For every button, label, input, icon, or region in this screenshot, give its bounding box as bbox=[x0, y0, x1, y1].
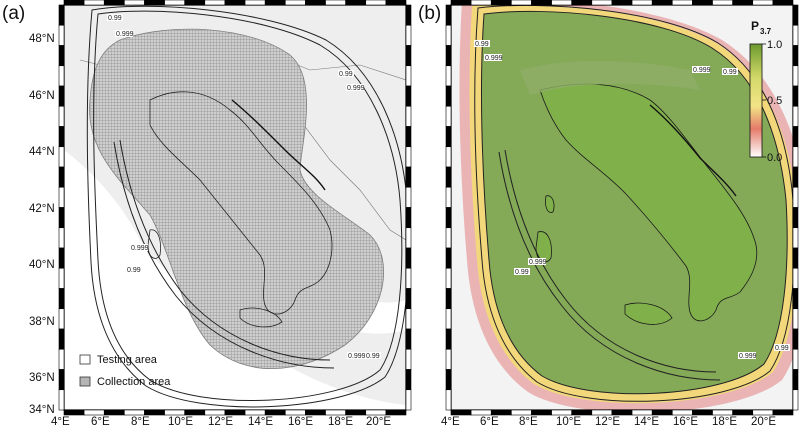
contour-label: 0.999 bbox=[739, 353, 757, 360]
lat-ticks-a: 48°N 46°N 44°N 42°N 40°N 38°N 36°N 34°N bbox=[29, 33, 55, 416]
lat-tick: 34°N bbox=[29, 404, 55, 416]
contour-0999-a bbox=[93, 10, 403, 402]
lon-tick: 10°E bbox=[556, 416, 581, 428]
contour-label: 0.99 bbox=[339, 71, 353, 78]
colorbar-subscript: 3.7 bbox=[760, 27, 772, 36]
lon-tick: 18°E bbox=[712, 416, 737, 428]
panel-b: (b) 0.99 0.999 bbox=[418, 0, 799, 428]
colorbar-ramp bbox=[749, 43, 763, 158]
lon-tick: 20°E bbox=[366, 416, 391, 428]
colorbar-tick: 1.0 bbox=[767, 39, 782, 51]
lon-tick: 18°E bbox=[328, 416, 353, 428]
contour-label: 0.99 bbox=[366, 353, 380, 360]
lon-tick: 12°E bbox=[208, 416, 233, 428]
contour-label: 0.999 bbox=[131, 245, 149, 252]
panel-b-letter: (b) bbox=[418, 3, 441, 24]
lon-ticks-b: 4°E 6°E 8°E 10°E 12°E 14°E 16°E 18°E 20°… bbox=[441, 416, 776, 428]
panel-b-map: 0.99 0.999 0.999 0.99 0.999 0.99 0.999 0… bbox=[451, 5, 793, 410]
lon-tick: 20°E bbox=[751, 416, 776, 428]
panel-b-frame bbox=[445, 0, 799, 416]
lon-ticks-a: 4°E 6°E 8°E 10°E 12°E 14°E 16°E 18°E 20°… bbox=[51, 416, 391, 428]
panel-a-map: 0.99 0.999 0.99 0.999 0.999 0.99 0.999 0… bbox=[64, 5, 406, 410]
lon-tick: 8°E bbox=[519, 416, 538, 428]
lon-tick: 14°E bbox=[248, 416, 273, 428]
colorbar-tick: 0.5 bbox=[767, 95, 782, 107]
colorbar: P 3.7 1.0 0.5 0.0 bbox=[749, 19, 782, 164]
lat-tick: 44°N bbox=[29, 146, 55, 158]
panel-a-frame bbox=[58, 0, 412, 416]
lon-tick: 10°E bbox=[168, 416, 193, 428]
italy-outline-a bbox=[149, 91, 333, 315]
lon-tick: 16°E bbox=[288, 416, 313, 428]
lon-tick: 6°E bbox=[91, 416, 110, 428]
contour-label: 0.99 bbox=[515, 269, 529, 276]
lon-tick: 8°E bbox=[131, 416, 150, 428]
legend-a: Testing area Collection area bbox=[79, 354, 171, 388]
lon-tick: 12°E bbox=[595, 416, 620, 428]
lat-tick: 48°N bbox=[29, 33, 55, 45]
contour-099-a bbox=[86, 5, 406, 408]
lon-tick: 16°E bbox=[673, 416, 698, 428]
contour-label: 0.999 bbox=[348, 353, 366, 360]
contour-label: 0.99 bbox=[723, 69, 737, 76]
lat-tick: 42°N bbox=[29, 203, 55, 215]
contour-099-b bbox=[474, 5, 793, 402]
panel-a-letter: (a) bbox=[2, 3, 25, 24]
collection-area bbox=[89, 28, 384, 369]
lon-tick: 14°E bbox=[634, 416, 659, 428]
lat-tick: 40°N bbox=[29, 259, 55, 271]
contour-labels-b: 0.99 0.999 0.999 0.99 0.999 0.99 0.999 0… bbox=[474, 40, 790, 360]
contour-label: 0.99 bbox=[127, 267, 141, 274]
collection-area-label: Collection area bbox=[97, 376, 171, 388]
contour-label: 0.99 bbox=[475, 41, 489, 48]
contour-label: 0.999 bbox=[347, 85, 365, 92]
lat-tick: 38°N bbox=[29, 316, 55, 328]
panel-a: (a) 0.99 bbox=[2, 0, 412, 428]
lat-tick: 46°N bbox=[29, 90, 55, 102]
lat-tick: 36°N bbox=[29, 372, 55, 384]
contour-0999-b bbox=[480, 10, 788, 395]
contour-label: 0.99 bbox=[775, 345, 789, 352]
testing-area-swatch bbox=[79, 354, 91, 365]
contour-label: 0.99 bbox=[108, 15, 122, 22]
colorbar-tick: 0.0 bbox=[767, 152, 782, 164]
contour-label: 0.999 bbox=[529, 259, 547, 266]
contour-labels-a: 0.99 0.999 0.99 0.999 0.999 0.99 0.999 0… bbox=[107, 14, 381, 360]
lon-tick: 6°E bbox=[480, 416, 499, 428]
contour-label: 0.999 bbox=[693, 67, 711, 74]
colorbar-title: P bbox=[751, 19, 759, 33]
lon-tick: 4°E bbox=[51, 416, 70, 428]
collection-area-swatch bbox=[79, 376, 91, 387]
lon-tick: 4°E bbox=[441, 416, 460, 428]
contour-label: 0.999 bbox=[485, 55, 503, 62]
testing-area-label: Testing area bbox=[97, 354, 158, 366]
contour-label: 0.999 bbox=[116, 31, 134, 38]
